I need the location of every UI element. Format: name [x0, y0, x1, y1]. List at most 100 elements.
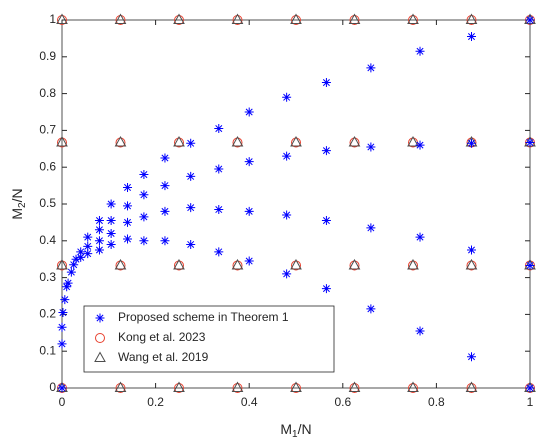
point [525, 383, 535, 393]
point [63, 278, 73, 288]
point [139, 212, 149, 222]
y-tick-label: 0.6 [39, 159, 56, 173]
point [83, 241, 93, 251]
point [282, 210, 292, 220]
legend-label: Proposed scheme in Theorem 1 [118, 310, 289, 324]
point [94, 245, 104, 255]
y-label-main: M [9, 208, 25, 220]
point [467, 352, 476, 362]
point [76, 252, 86, 262]
point [57, 383, 67, 393]
point [69, 260, 79, 270]
point [160, 206, 170, 216]
y-tick-label: 1 [49, 12, 56, 26]
point [290, 13, 302, 24]
x-axis-label: M1/N [280, 421, 311, 440]
point [66, 267, 76, 277]
point [244, 206, 254, 216]
point [173, 258, 185, 270]
y-tick-label: 0.1 [39, 343, 56, 357]
y-tick-label: 0.4 [39, 233, 56, 247]
x-tick-label: 0.8 [428, 395, 445, 409]
point [186, 171, 196, 181]
point [465, 381, 478, 392]
point [123, 201, 133, 211]
point [106, 239, 116, 249]
point [58, 308, 68, 318]
point [139, 236, 149, 246]
x-label-sub: 1 [292, 429, 298, 440]
legend-box [83, 305, 335, 373]
point [525, 260, 535, 270]
point [366, 304, 376, 314]
point [321, 146, 331, 156]
point [160, 181, 170, 191]
point [244, 107, 254, 117]
y-label-rest: /N [9, 188, 25, 202]
point [467, 138, 476, 148]
y-tick-label: 0.8 [39, 86, 56, 100]
point [407, 258, 419, 270]
point [83, 232, 93, 242]
point [123, 217, 133, 227]
legend: Proposed scheme in Theorem 1 Kong et al. … [83, 305, 335, 373]
point [56, 136, 68, 147]
point [407, 136, 419, 147]
point [231, 381, 244, 392]
point [76, 247, 86, 257]
point [415, 140, 425, 150]
point [94, 236, 104, 246]
point [106, 199, 116, 209]
x-tick-label: 1 [527, 395, 534, 409]
point [114, 381, 127, 392]
point [415, 326, 425, 336]
point [290, 381, 302, 392]
y-tick-label: 0.2 [39, 307, 56, 321]
x-label-rest: /N [298, 421, 312, 437]
point [407, 13, 419, 24]
point [186, 203, 196, 213]
point [231, 13, 244, 24]
point [290, 136, 302, 147]
point [366, 142, 376, 152]
point [214, 205, 224, 215]
point [186, 239, 196, 249]
legend-marker [95, 313, 105, 323]
point [525, 15, 535, 25]
point [123, 182, 133, 192]
point [56, 258, 68, 270]
point [290, 258, 302, 270]
point [244, 256, 254, 266]
point [123, 234, 133, 244]
point [467, 245, 476, 255]
y-tick-label: 0 [49, 380, 56, 394]
point [173, 136, 185, 147]
y-tick-label: 0.5 [39, 196, 56, 210]
point [407, 381, 419, 392]
point [467, 32, 476, 42]
point [321, 78, 331, 88]
y-tick-label: 0.9 [39, 49, 56, 63]
point [56, 13, 68, 24]
point [282, 269, 292, 279]
point [114, 136, 127, 147]
y-tick-label: 0.3 [39, 270, 56, 284]
point [214, 164, 224, 174]
point [60, 295, 70, 305]
x-tick-label: 0.6 [334, 395, 351, 409]
point [415, 46, 425, 56]
legend-marker [94, 351, 106, 362]
point [160, 236, 170, 246]
point [106, 228, 116, 238]
y-label-sub: 2 [17, 202, 28, 208]
point [348, 136, 361, 147]
legend-label: Kong et al. 2023 [118, 330, 206, 344]
x-tick-label: 0 [59, 395, 66, 409]
y-tick-label: 0.7 [39, 123, 56, 137]
point [173, 381, 185, 392]
point [348, 381, 361, 392]
point [348, 13, 361, 24]
point [465, 13, 478, 24]
point [139, 190, 149, 200]
